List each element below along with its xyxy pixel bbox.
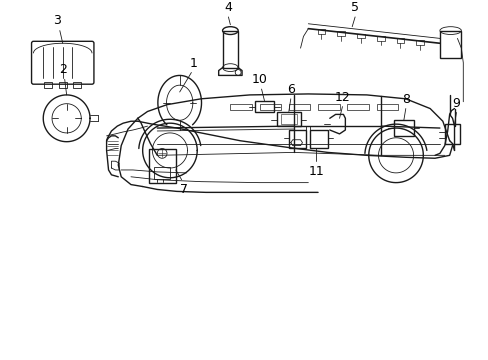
Bar — [222, 31, 238, 68]
Text: 5: 5 — [350, 1, 358, 14]
Bar — [376, 36, 384, 41]
Bar — [59, 82, 66, 88]
Bar — [310, 130, 327, 148]
Bar — [356, 33, 364, 39]
Bar — [439, 31, 460, 58]
Text: 4: 4 — [224, 1, 232, 14]
Text: 9: 9 — [451, 96, 460, 109]
Bar — [337, 31, 345, 36]
Text: 7: 7 — [179, 183, 187, 195]
Bar — [259, 104, 281, 109]
Bar — [288, 130, 306, 148]
Bar — [73, 82, 81, 88]
Bar — [154, 167, 170, 179]
Text: 1: 1 — [189, 57, 197, 69]
Bar — [444, 124, 459, 144]
Bar — [415, 40, 423, 45]
Bar — [393, 120, 413, 136]
Text: 11: 11 — [307, 165, 324, 178]
Bar — [44, 82, 52, 88]
Text: 6: 6 — [286, 83, 294, 96]
Bar — [376, 104, 397, 109]
Text: 8: 8 — [401, 93, 409, 105]
Bar — [254, 101, 274, 112]
Text: 3: 3 — [53, 14, 61, 27]
Bar — [281, 114, 296, 124]
Bar — [288, 104, 310, 109]
Bar — [148, 149, 175, 183]
Bar — [277, 112, 300, 126]
Text: 10: 10 — [251, 73, 267, 86]
Bar — [317, 104, 339, 109]
Bar — [346, 104, 368, 109]
Bar — [317, 29, 325, 34]
Bar — [230, 104, 251, 109]
Text: 2: 2 — [59, 63, 66, 76]
Text: 12: 12 — [334, 91, 349, 104]
Bar — [396, 38, 404, 43]
